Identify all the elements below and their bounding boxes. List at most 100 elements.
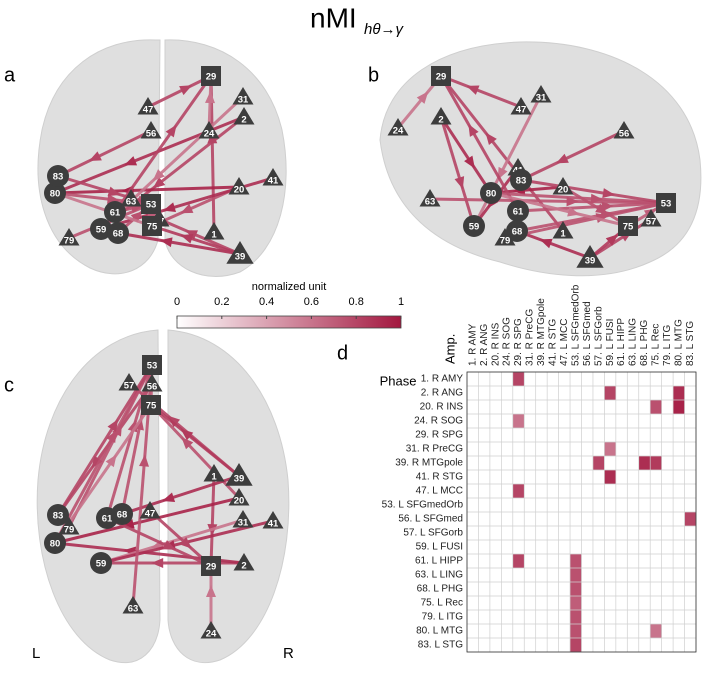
edge-line	[516, 229, 591, 260]
edge	[439, 75, 520, 212]
edge-line	[490, 185, 564, 195]
matrix-cell	[604, 470, 616, 484]
node-label: 79	[64, 525, 75, 536]
colorbar-tick-label: 0.6	[304, 296, 319, 308]
matrix-cell	[570, 582, 582, 596]
node-square	[142, 216, 162, 236]
col-label: 63. L LING	[628, 318, 639, 366]
node-label: 20	[234, 496, 245, 507]
col-label: 59. L FUSI	[605, 319, 616, 366]
edge-arrow	[163, 202, 177, 212]
edge-arrow	[167, 415, 181, 428]
edge-arrow	[181, 437, 194, 450]
edge-line	[150, 403, 240, 478]
panel-label: c	[4, 374, 14, 396]
edge-arrow	[454, 176, 465, 190]
col-label: 41. R STG	[548, 319, 559, 366]
edge-arrow	[165, 124, 177, 138]
side-label: L	[32, 645, 40, 662]
edge-line	[472, 94, 543, 227]
edge-arrow	[416, 91, 429, 104]
edge-line	[54, 185, 240, 195]
matrix-cell	[570, 596, 582, 610]
edge-line	[439, 116, 476, 227]
matrix-cell	[512, 372, 525, 386]
col-label: 1. R AMY	[467, 323, 478, 366]
node-label: 63	[126, 197, 137, 208]
node-square	[141, 194, 161, 214]
edge	[439, 116, 493, 194]
node-triangle	[232, 87, 254, 105]
col-label: 56. L SFGmed	[582, 301, 593, 366]
node-circle	[480, 182, 502, 204]
node-triangle	[233, 107, 255, 125]
node-triangle	[552, 177, 574, 195]
brain-c	[36, 329, 290, 664]
row-label: 1. R AMY	[421, 374, 464, 385]
edge-arrow	[130, 210, 144, 223]
row-label: 79. L ITG	[422, 612, 464, 623]
col-label: 53. L SFGmedOrb	[570, 284, 581, 366]
matrix-cell	[570, 554, 582, 568]
node-label: 2	[241, 115, 246, 126]
col-label: 79. L ITG	[662, 324, 673, 366]
node-triangle	[139, 501, 161, 519]
node-triangle	[118, 373, 140, 391]
edge-arrow	[124, 156, 138, 166]
edge-arrow	[555, 153, 569, 164]
col-label: 2. R ANG	[479, 324, 490, 366]
node-triangle	[613, 121, 635, 139]
edge	[147, 74, 212, 109]
node-label: 2	[241, 561, 246, 572]
node-circle	[44, 182, 66, 204]
edge	[490, 191, 667, 205]
col-label: 61. L HIPP	[616, 318, 627, 366]
matrix-cell	[650, 624, 662, 638]
node-square	[141, 395, 161, 415]
edge	[490, 191, 629, 228]
edge-line	[53, 364, 154, 544]
panel-label: a	[4, 64, 16, 86]
node-label: 1	[211, 230, 217, 241]
node-label: 47	[516, 105, 527, 116]
row-label: 63. L LING	[415, 570, 463, 581]
matrix-cell	[638, 456, 651, 470]
node-triangle	[387, 118, 409, 136]
node-label: 47	[143, 105, 154, 116]
row-label: 39. R MTGpole	[395, 458, 463, 469]
col-label: 47. L MCC	[559, 319, 570, 366]
edge-arrow	[162, 540, 176, 550]
edge-arrow	[567, 206, 581, 217]
col-label: 83. L STG	[685, 321, 696, 366]
row-label: 61. L HIPP	[415, 556, 463, 567]
row-label: 80. L MTG	[416, 626, 463, 637]
node-triangle	[200, 621, 222, 639]
edge	[149, 403, 241, 500]
matrix-cell	[673, 386, 685, 400]
row-label: 56. L SFGmed	[398, 514, 463, 525]
node-label: 59	[469, 222, 480, 233]
edge	[520, 129, 625, 182]
node-label: 20	[234, 185, 245, 196]
node-circle	[90, 552, 112, 574]
edge	[151, 224, 241, 256]
edge	[439, 116, 476, 227]
edge	[148, 509, 213, 568]
row-label: 29. R SPG	[415, 430, 463, 441]
node-circle	[506, 220, 528, 242]
node-circle	[44, 532, 66, 554]
node-triangle	[228, 177, 250, 195]
node-triangle	[122, 596, 144, 614]
row-label: 20. R INS	[420, 402, 464, 413]
edge-arrow	[179, 536, 192, 549]
edge-line	[147, 74, 212, 109]
edge-arrow	[107, 186, 121, 197]
col-label: 24. R SOG	[502, 317, 513, 366]
node-label: 56	[147, 382, 158, 393]
edge-line	[429, 197, 667, 205]
colorbar	[176, 315, 402, 329]
edge-line	[149, 403, 241, 500]
node-triangle	[494, 228, 516, 246]
edge-line	[53, 404, 153, 544]
